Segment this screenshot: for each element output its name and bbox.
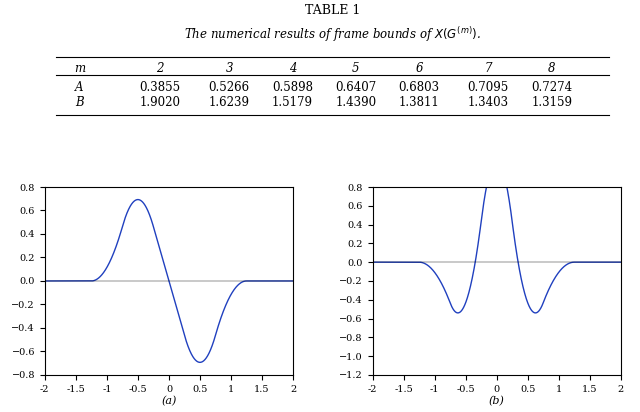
X-axis label: (a): (a) [161, 396, 177, 407]
Text: B: B [75, 96, 84, 109]
Text: 1.3403: 1.3403 [468, 96, 509, 109]
Text: TABLE 1: TABLE 1 [305, 4, 360, 17]
Text: 7: 7 [484, 62, 492, 75]
Text: The numerical results of frame bounds of $X(G^{(m)})$.: The numerical results of frame bounds of… [184, 25, 481, 44]
Text: 0.6803: 0.6803 [399, 81, 440, 94]
Text: 4: 4 [289, 62, 296, 75]
Text: 6: 6 [415, 62, 423, 75]
Text: 0.3855: 0.3855 [140, 81, 180, 94]
Text: 1.9020: 1.9020 [140, 96, 180, 109]
Text: 3: 3 [225, 62, 233, 75]
Text: 1.6239: 1.6239 [209, 96, 250, 109]
Text: 1.3811: 1.3811 [399, 96, 440, 109]
Text: 0.5898: 0.5898 [272, 81, 313, 94]
Text: 0.5266: 0.5266 [209, 81, 250, 94]
Text: 8: 8 [548, 62, 556, 75]
Text: 1.3159: 1.3159 [531, 96, 572, 109]
Text: A: A [75, 81, 84, 94]
Text: 1.4390: 1.4390 [335, 96, 376, 109]
X-axis label: (b): (b) [489, 396, 504, 407]
Text: 1.5179: 1.5179 [272, 96, 313, 109]
Text: m: m [74, 62, 85, 75]
Text: 2: 2 [156, 62, 164, 75]
Text: 5: 5 [352, 62, 360, 75]
Text: 0.7095: 0.7095 [468, 81, 509, 94]
Text: 0.7274: 0.7274 [531, 81, 572, 94]
Text: 0.6407: 0.6407 [335, 81, 376, 94]
